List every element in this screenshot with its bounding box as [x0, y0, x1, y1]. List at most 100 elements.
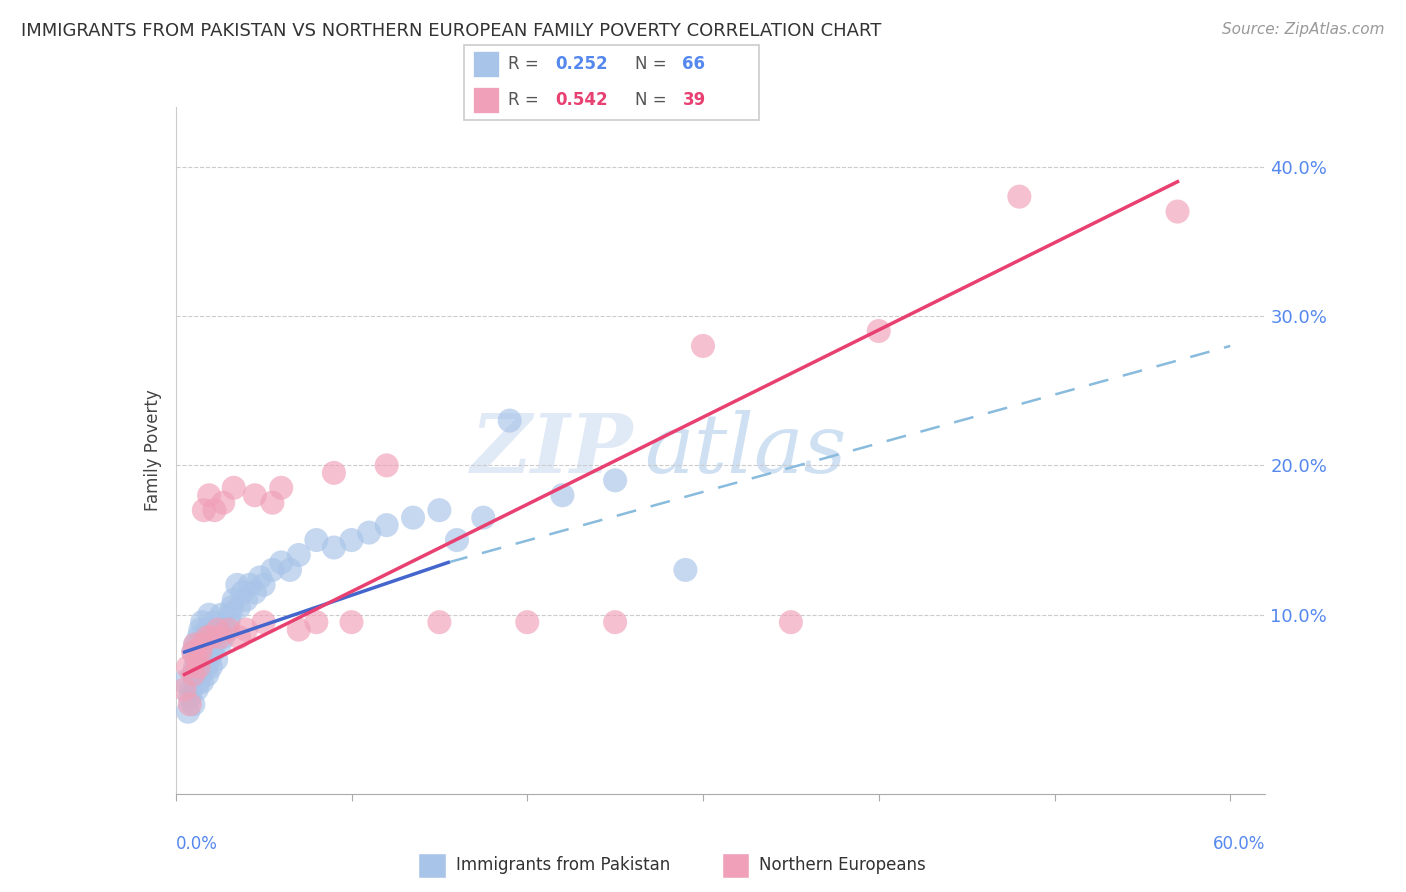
- Point: [207, 623, 229, 637]
- Point: [340, 533, 363, 547]
- Text: 39: 39: [682, 91, 706, 109]
- Text: N =: N =: [636, 55, 672, 73]
- Text: Immigrants from Pakistan: Immigrants from Pakistan: [456, 856, 669, 874]
- Point: [427, 615, 450, 630]
- Point: [243, 585, 266, 599]
- Point: [187, 660, 209, 674]
- Point: [173, 674, 195, 689]
- Point: [187, 674, 209, 689]
- Bar: [472, 87, 499, 112]
- Point: [402, 510, 425, 524]
- FancyBboxPatch shape: [464, 45, 759, 120]
- Point: [222, 592, 245, 607]
- Text: Northern Europeans: Northern Europeans: [759, 856, 925, 874]
- Point: [193, 638, 215, 652]
- Point: [188, 645, 212, 659]
- Point: [187, 630, 209, 644]
- Point: [184, 638, 207, 652]
- Point: [231, 585, 254, 599]
- Text: Source: ZipAtlas.com: Source: ZipAtlas.com: [1222, 22, 1385, 37]
- Text: 0.542: 0.542: [555, 91, 609, 109]
- Point: [195, 623, 219, 637]
- Point: [211, 607, 233, 622]
- Bar: [721, 853, 749, 878]
- Point: [204, 503, 226, 517]
- Point: [180, 682, 202, 697]
- Text: IMMIGRANTS FROM PAKISTAN VS NORTHERN EUROPEAN FAMILY POVERTY CORRELATION CHART: IMMIGRANTS FROM PAKISTAN VS NORTHERN EUR…: [21, 22, 882, 40]
- Point: [243, 488, 266, 502]
- Point: [217, 623, 239, 637]
- Text: 0.252: 0.252: [555, 55, 609, 73]
- Point: [253, 578, 276, 592]
- Point: [186, 652, 208, 666]
- Point: [219, 607, 242, 622]
- Point: [204, 615, 226, 630]
- Point: [191, 645, 214, 659]
- Point: [193, 652, 215, 666]
- Point: [239, 578, 262, 592]
- Point: [191, 674, 214, 689]
- Point: [253, 615, 276, 630]
- Point: [173, 682, 195, 697]
- Y-axis label: Family Poverty: Family Poverty: [143, 390, 162, 511]
- Point: [183, 667, 205, 681]
- Point: [198, 607, 221, 622]
- Point: [212, 496, 235, 510]
- Point: [228, 630, 250, 644]
- Point: [188, 623, 212, 637]
- Text: N =: N =: [636, 91, 672, 109]
- Point: [605, 615, 627, 630]
- Point: [188, 667, 212, 681]
- Point: [288, 623, 311, 637]
- Point: [427, 503, 450, 517]
- Point: [217, 615, 239, 630]
- Text: R =: R =: [509, 91, 544, 109]
- Point: [183, 667, 205, 681]
- Point: [204, 638, 226, 652]
- Point: [186, 682, 208, 697]
- Text: 66: 66: [682, 55, 706, 73]
- Point: [249, 570, 271, 584]
- Point: [305, 615, 328, 630]
- Point: [183, 698, 205, 712]
- Point: [262, 496, 284, 510]
- Point: [323, 541, 346, 555]
- Text: 0.0%: 0.0%: [176, 835, 218, 853]
- Bar: [472, 52, 499, 78]
- Point: [193, 503, 215, 517]
- Point: [184, 660, 207, 674]
- Point: [270, 481, 292, 495]
- Point: [446, 533, 468, 547]
- Point: [1167, 204, 1189, 219]
- Point: [675, 563, 697, 577]
- Text: R =: R =: [509, 55, 544, 73]
- Point: [177, 705, 200, 719]
- Point: [205, 652, 228, 666]
- Text: 60.0%: 60.0%: [1213, 835, 1265, 853]
- Point: [375, 458, 398, 473]
- Point: [177, 660, 200, 674]
- Point: [288, 548, 311, 562]
- Point: [1008, 189, 1031, 203]
- Point: [499, 414, 522, 428]
- Point: [191, 615, 214, 630]
- Point: [235, 592, 257, 607]
- Point: [226, 578, 249, 592]
- Point: [472, 510, 495, 524]
- Point: [779, 615, 801, 630]
- Point: [516, 615, 538, 630]
- Point: [228, 600, 250, 615]
- Point: [262, 563, 284, 577]
- Point: [323, 466, 346, 480]
- Point: [221, 600, 243, 615]
- Text: ZIP: ZIP: [471, 410, 633, 491]
- Point: [375, 518, 398, 533]
- Point: [235, 623, 257, 637]
- Point: [200, 660, 222, 674]
- Point: [359, 525, 381, 540]
- Point: [868, 324, 890, 338]
- Point: [692, 339, 714, 353]
- Point: [212, 630, 235, 644]
- Point: [605, 473, 627, 487]
- Point: [179, 698, 201, 712]
